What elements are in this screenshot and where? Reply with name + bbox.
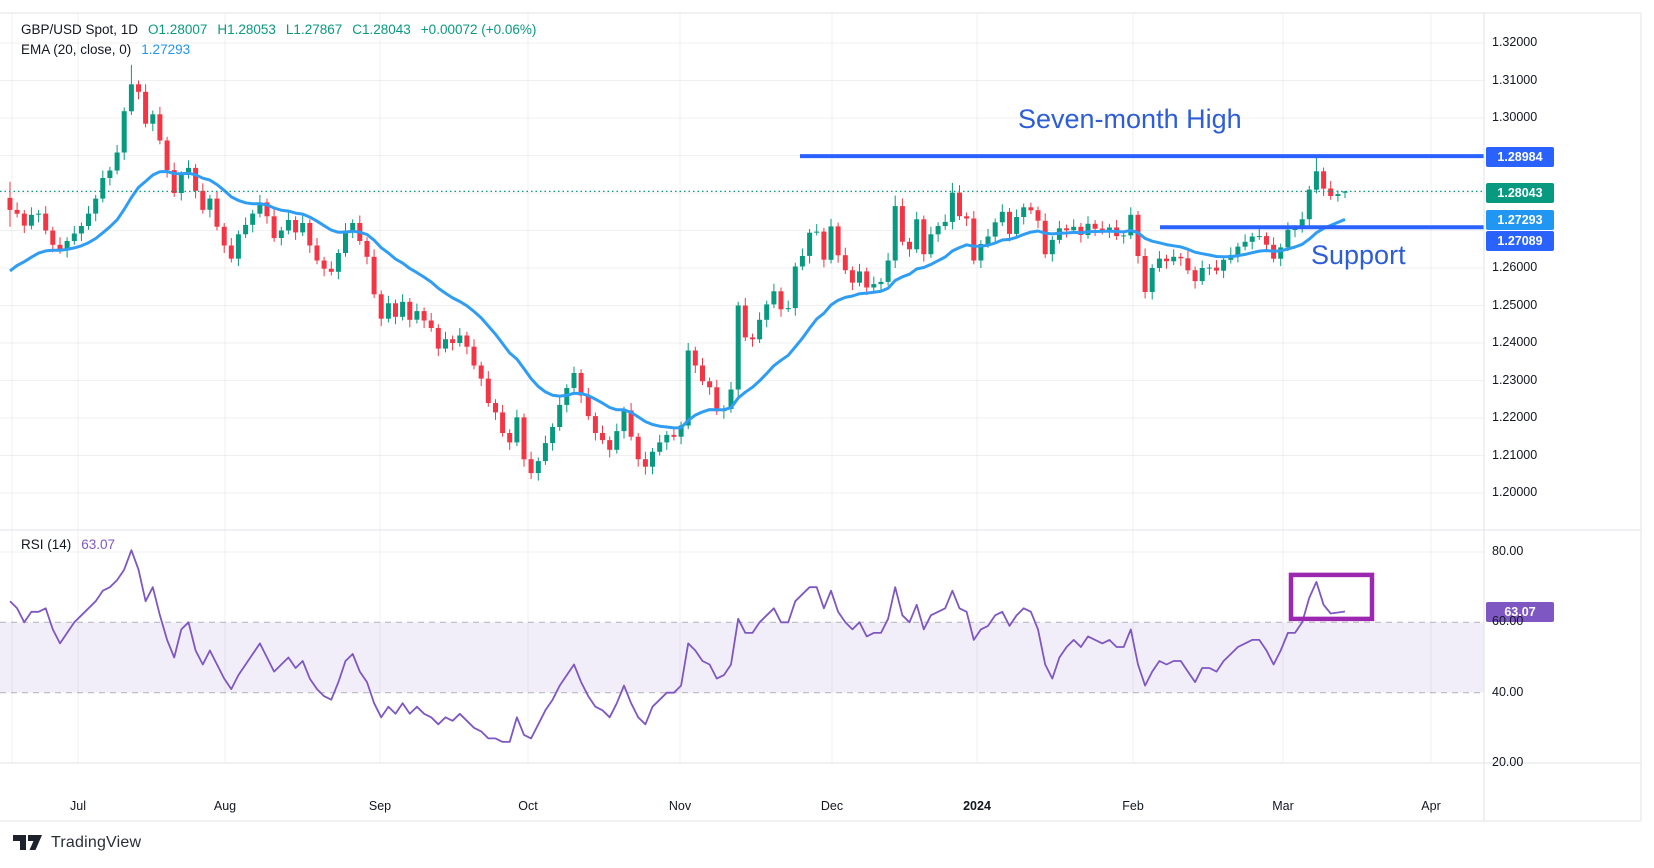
time-axis-label: Feb [1122, 799, 1144, 813]
time-axis-label: Dec [820, 799, 844, 813]
price-axis-label: 1.30000 [1492, 110, 1538, 124]
support-annotation-text[interactable]: Support [1311, 240, 1406, 270]
ema-label: EMA (20, close, 0) [21, 42, 132, 57]
tradingview-logo[interactable]: TradingView [13, 834, 141, 852]
time-axis-label: Nov [668, 799, 692, 813]
ohlc-low: L1.27867 [285, 22, 343, 37]
price-axis-label: 1.26000 [1492, 260, 1538, 274]
time-axis-label: 2024 [963, 799, 991, 813]
price-axis-label: 1.21000 [1492, 448, 1538, 462]
ema-value: 1.27293 [141, 42, 191, 57]
price-gridlines [0, 42, 1484, 494]
price-axis-label: 1.32000 [1492, 35, 1538, 49]
price-axis-label: 1.20000 [1492, 485, 1538, 499]
time-axis-label: Mar [1272, 799, 1294, 813]
price-axis-label: 1.24000 [1492, 335, 1538, 349]
high-price-badge: 1.28984 [1486, 147, 1554, 167]
last-price-badge: 1.28043 [1486, 183, 1554, 203]
change-value: +0.00072 (+0.06%) [420, 22, 537, 37]
support-price-badge: 1.27089 [1486, 231, 1554, 251]
price-axis-label: 1.23000 [1492, 373, 1538, 387]
price-axis-label: 1.31000 [1492, 73, 1538, 87]
ema-legend[interactable]: EMA (20, close, 0) 1.27293 [21, 42, 190, 57]
price-axis-label: 1.25000 [1492, 298, 1538, 312]
vertical-gridlines [11, 13, 1432, 763]
ohlc-high: H1.28053 [217, 22, 276, 37]
time-axis-label: Jul [70, 799, 86, 813]
rsi-value-badge: 63.07 [1486, 602, 1554, 622]
price-axis-label: 1.22000 [1492, 410, 1538, 424]
rsi-label: RSI (14) [21, 537, 72, 552]
tradingview-logo-text: TradingView [51, 834, 142, 851]
rsi-value: 63.07 [81, 537, 116, 552]
ema-price-badge: 1.27293 [1486, 210, 1554, 230]
rsi-legend[interactable]: RSI (14) 63.07 [21, 537, 115, 552]
time-axis-label: Aug [213, 799, 237, 813]
candles [7, 64, 1348, 481]
ohlc-open: O1.28007 [148, 22, 208, 37]
pane-borders [0, 12, 1642, 822]
symbol-title[interactable]: GBP/USD Spot, 1D [21, 22, 139, 37]
time-axis-label: Sep [368, 799, 392, 813]
time-axis-label: Apr [1421, 799, 1441, 813]
symbol-legend: GBP/USD Spot, 1D O1.28007 H1.28053 L1.27… [21, 22, 536, 37]
rsi-axis-label: 80.00 [1492, 544, 1524, 558]
time-axis-label: Oct [518, 799, 538, 813]
rsi-axis-label: 20.00 [1492, 755, 1524, 769]
ohlc-close: C1.28043 [352, 22, 411, 37]
rsi-axis-label: 60.00 [1492, 614, 1524, 628]
seven-month-high-annotation-text[interactable]: Seven-month High [1018, 104, 1242, 134]
rsi-band [0, 622, 1484, 693]
ema-line [9, 170, 1346, 430]
rsi-highlight-box[interactable] [1288, 572, 1375, 622]
tradingview-logo-icon [13, 835, 42, 850]
rsi-line [9, 549, 1346, 743]
rsi-axis-label: 40.00 [1492, 685, 1524, 699]
